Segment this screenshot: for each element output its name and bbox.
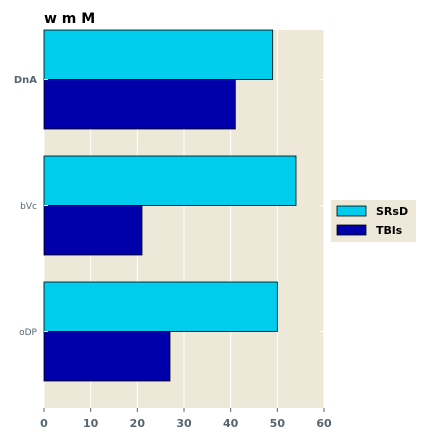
legend-swatch-TBls — [336, 224, 367, 236]
y-tick-label: oDP — [19, 328, 37, 338]
y-tick-label: bVc — [20, 202, 37, 212]
bar-TBls-oDP — [43, 331, 171, 382]
y-axis: DnA bVc oDP — [14, 75, 324, 338]
x-tick-label: 20 — [130, 417, 146, 430]
chart-title: w m M — [44, 11, 95, 27]
x-tick-label: 60 — [316, 417, 332, 430]
legend-label-TBls: TBls — [376, 224, 403, 237]
bar-SRsD-oDP — [43, 281, 278, 332]
bar-TBls-DnA — [43, 79, 236, 130]
bar-TBls-bVc — [43, 205, 143, 256]
y-tick-label: DnA — [14, 75, 37, 86]
legend-label-SRsD: SRsD — [376, 205, 408, 218]
x-tick-label: 30 — [176, 417, 192, 430]
bars — [43, 29, 297, 382]
x-tick-label: 0 — [40, 417, 48, 430]
bar-SRsD-bVc — [43, 155, 297, 206]
bar-SRsD-DnA — [43, 29, 274, 80]
legend-swatch-SRsD — [336, 205, 367, 217]
x-tick-label: 40 — [223, 417, 239, 430]
x-tick-label: 10 — [83, 417, 99, 430]
x-axis: 0 10 20 30 40 50 60 — [40, 408, 332, 430]
legend: SRsD TBls — [331, 200, 416, 242]
x-tick-label: 50 — [270, 417, 286, 430]
